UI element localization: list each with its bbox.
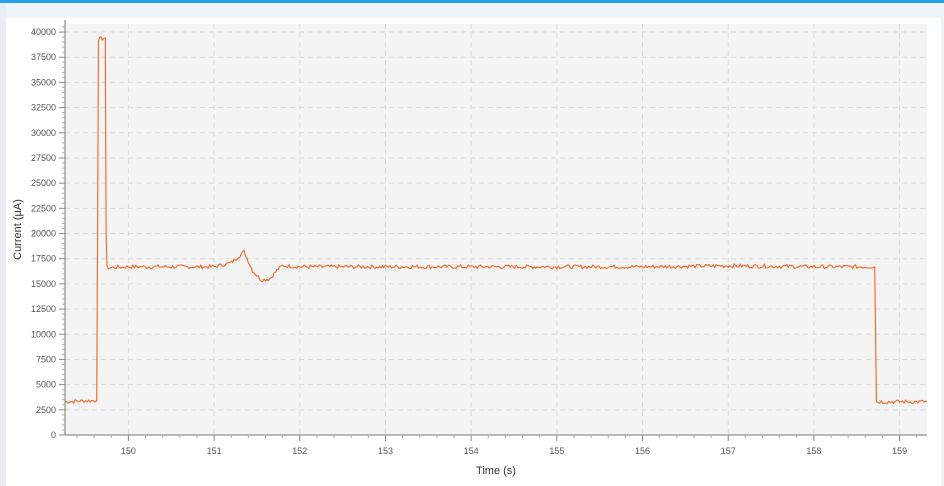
x-tick-label: 152 xyxy=(292,446,307,456)
x-tick-label: 154 xyxy=(464,446,479,456)
top-accent-bar xyxy=(0,0,944,3)
y-tick-label: 35000 xyxy=(31,77,56,87)
x-tick-label: 159 xyxy=(892,446,907,456)
y-tick-label: 32500 xyxy=(31,103,56,113)
y-axis-title: Current (µA) xyxy=(12,199,24,260)
y-tick-label: 27500 xyxy=(31,153,56,163)
x-tick-label: 155 xyxy=(549,446,564,456)
plot-area xyxy=(65,24,927,435)
y-tick-label: 37500 xyxy=(31,52,56,62)
y-tick-label: 15000 xyxy=(31,279,56,289)
y-tick-label: 7500 xyxy=(36,354,56,364)
y-tick-label: 30000 xyxy=(31,128,56,138)
axes xyxy=(64,20,927,436)
y-tick-label: 5000 xyxy=(36,380,56,390)
x-tick-label: 153 xyxy=(378,446,393,456)
current-series-line xyxy=(64,36,928,405)
y-tick-label: 25000 xyxy=(31,178,56,188)
left-panel-strip xyxy=(0,3,6,486)
y-tick-label: 20000 xyxy=(31,229,56,239)
y-tick-label: 17500 xyxy=(31,254,56,264)
x-axis-title: Time (s) xyxy=(476,465,516,477)
tick-marks xyxy=(59,26,918,441)
x-tick-label: 158 xyxy=(806,446,821,456)
tick-labels: 0 2500 5000 7500 10000 12500 15000 17500 20000 22… xyxy=(31,27,907,456)
x-tick-label: 151 xyxy=(207,446,222,456)
y-tick-label: 10000 xyxy=(31,329,56,339)
y-tick-label: 2500 xyxy=(36,405,56,415)
y-tick-label: 0 xyxy=(51,430,56,440)
x-tick-label: 150 xyxy=(121,446,136,456)
y-tick-label: 40000 xyxy=(31,27,56,37)
grid-lines xyxy=(65,24,927,435)
y-tick-label: 12500 xyxy=(31,304,56,314)
y-tick-label: 22500 xyxy=(31,203,56,213)
x-tick-label: 156 xyxy=(635,446,650,456)
x-tick-label: 157 xyxy=(721,446,736,456)
